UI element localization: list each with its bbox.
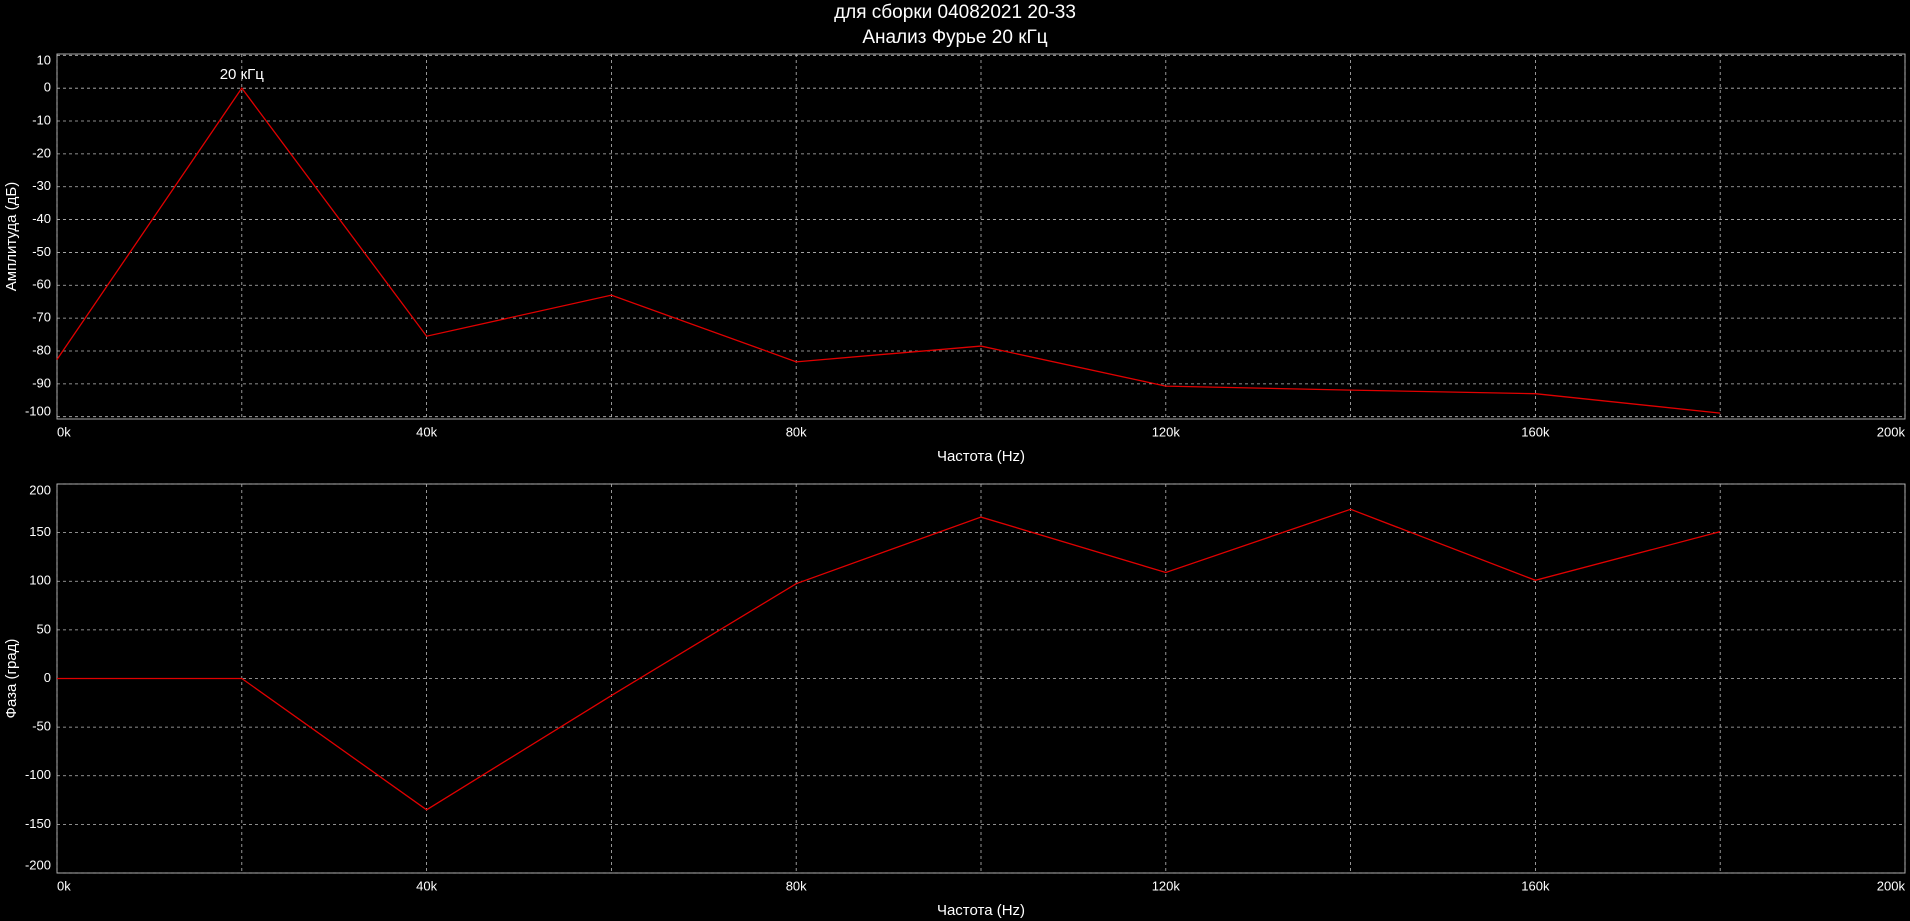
y-tick-label: -70 — [32, 310, 51, 325]
y-tick-label: -50 — [32, 244, 51, 259]
data-line — [57, 508, 1721, 811]
y-tick-label: -80 — [32, 342, 51, 357]
x-tick-label: 200k — [1877, 424, 1906, 439]
y-tick-label: 100 — [29, 573, 51, 588]
y-tick-label: 0 — [44, 80, 51, 95]
x-axis-label: Частота (Hz) — [937, 448, 1025, 465]
x-tick-label: 160k — [1521, 424, 1550, 439]
y-tick-label: 0 — [44, 670, 51, 685]
x-tick-label: 40k — [416, 878, 437, 893]
x-tick-label: 0k — [57, 424, 71, 439]
chart-subtitle: Анализ Фурье 20 кГц — [862, 27, 1047, 48]
chart-title: для сборки 04082021 20-33 — [834, 2, 1076, 23]
y-tick-label: -60 — [32, 277, 51, 292]
y-tick-label: -20 — [32, 145, 51, 160]
data-line — [56, 87, 1721, 414]
y-tick-label: -40 — [32, 211, 51, 226]
x-tick-label: 0k — [57, 878, 71, 893]
y-axis-label: Фаза (град) — [3, 639, 20, 719]
x-tick-label: 40k — [416, 424, 437, 439]
y-tick-label: -100 — [25, 403, 51, 418]
y-tick-label: 200 — [29, 482, 51, 497]
annotation: 20 кГц — [220, 66, 265, 83]
x-tick-label: 120k — [1152, 878, 1181, 893]
x-tick-label: 120k — [1152, 424, 1181, 439]
y-tick-label: 10 — [37, 52, 51, 67]
y-tick-label: -50 — [32, 719, 51, 734]
y-tick-label: -150 — [25, 816, 51, 831]
x-tick-label: 80k — [786, 878, 807, 893]
y-tick-label: -30 — [32, 178, 51, 193]
x-tick-label: 160k — [1521, 878, 1550, 893]
y-tick-label: 50 — [37, 621, 51, 636]
y-tick-label: -200 — [25, 857, 51, 872]
y-tick-label: -10 — [32, 112, 51, 127]
y-tick-label: -100 — [25, 767, 51, 782]
x-tick-label: 80k — [786, 424, 807, 439]
y-tick-label: 150 — [29, 524, 51, 539]
y-tick-label: -90 — [32, 375, 51, 390]
x-axis-label: Частота (Hz) — [937, 902, 1025, 919]
y-axis-label: Амплитуда (дБ) — [3, 182, 20, 291]
x-tick-label: 200k — [1877, 878, 1906, 893]
